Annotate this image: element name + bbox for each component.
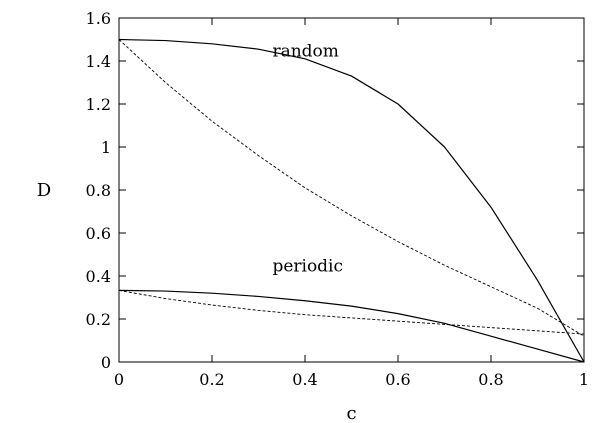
y-tick-label: 1.2 — [86, 95, 111, 114]
x-tick-label: 1 — [579, 370, 589, 389]
plot-frame — [118, 17, 585, 363]
y-tick-label: 0.6 — [86, 224, 111, 243]
y-tick-label: 0 — [101, 353, 111, 372]
annotation-periodic: periodic — [272, 257, 343, 277]
periodic-solid-curve — [118, 289, 585, 363]
y-tick-label: 0.4 — [86, 267, 111, 286]
random-dashed-curve — [118, 39, 585, 337]
x-tick-label: 0 — [114, 370, 124, 389]
annotation-random: random — [272, 42, 338, 62]
random-solid-curve — [118, 38, 585, 363]
x-tick-label: 0.2 — [199, 370, 224, 389]
series-layer — [118, 38, 585, 363]
y-tick-label: 0.8 — [86, 181, 111, 200]
y-tick-label: 1 — [101, 138, 111, 157]
y-tick-label: 0.2 — [86, 310, 111, 329]
x-axis-label: c — [346, 403, 356, 423]
y-tick-label: 1.4 — [86, 52, 111, 71]
y-tick-label: 1.6 — [86, 9, 111, 28]
ticks-layer: 0 0.2 0.4 0.6 0.8 1 0 0.2 0.4 0.6 0.8 1 1.2 1.4 1.6 — [86, 9, 590, 389]
x-tick-label: 0.8 — [478, 370, 503, 389]
y-axis-label: D — [37, 180, 51, 201]
periodic-dashed-curve — [118, 289, 585, 335]
x-tick-label: 0.4 — [292, 370, 317, 389]
x-tick-label: 0.6 — [385, 370, 410, 389]
